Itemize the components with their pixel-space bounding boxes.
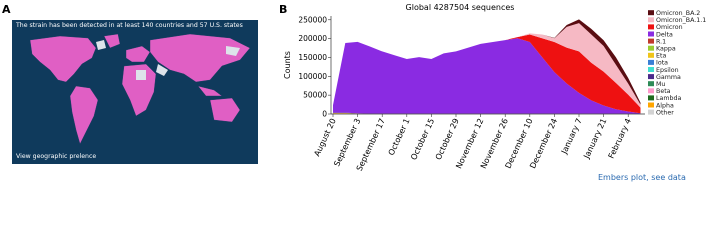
legend-label: Mu	[656, 81, 665, 88]
legend-swatch	[648, 52, 654, 58]
legend-label: Alpha	[656, 102, 674, 109]
legend-swatch	[648, 74, 654, 80]
legend-label: Other	[656, 109, 674, 116]
y-tick-label: 50000	[303, 91, 327, 100]
legend-label: Omicron	[656, 24, 683, 31]
map-no-data	[96, 40, 240, 80]
panel-label: B	[279, 3, 287, 16]
map-caption: The strain has been detected in at least…	[15, 22, 243, 29]
area	[333, 23, 641, 108]
y-tick-label: 200000	[298, 34, 327, 43]
legend-swatch	[648, 31, 654, 37]
area	[333, 38, 641, 114]
legend-swatch	[648, 88, 654, 94]
map-land	[29, 33, 251, 145]
legend-swatch	[648, 81, 654, 87]
x-tick-label: October 29	[434, 117, 461, 161]
y-axis-title: Counts	[283, 51, 292, 79]
x-tick-label: January 7	[559, 117, 584, 156]
legend-label: Eta	[656, 53, 666, 60]
legend-label: Beta	[656, 88, 671, 95]
x-tick-label: October 15	[409, 117, 436, 161]
panel-label: A	[2, 3, 11, 16]
legend-swatch	[648, 67, 654, 72]
y-tick-label: 100000	[298, 72, 327, 81]
legend-swatch	[648, 109, 654, 115]
legend-swatch	[648, 102, 654, 108]
legend-label: Gamma	[656, 74, 681, 81]
embers-link[interactable]: Embers plot, see data	[598, 173, 686, 182]
legend-swatch	[648, 24, 654, 30]
x-tick-label: August 20	[312, 117, 337, 158]
figure: A The strain has been detected in at lea…	[2, 3, 706, 182]
legend-label: R.1	[656, 38, 666, 45]
x-tick-label: October 1	[387, 117, 412, 157]
legend-swatch	[648, 17, 654, 23]
chart-title: Global 4287504 sequences	[406, 3, 515, 12]
legend-label: Epsilon	[656, 67, 679, 74]
legend-label: Iota	[656, 60, 668, 67]
legend-swatch	[648, 38, 654, 44]
map-link[interactable]: View geographic prelence	[16, 153, 96, 160]
area	[333, 34, 641, 114]
y-tick-label: 150000	[298, 53, 327, 62]
y-tick-label: 250000	[298, 15, 327, 24]
legend-label: Kappa	[656, 46, 676, 53]
legend-swatch	[648, 95, 654, 101]
legend-swatch	[648, 45, 654, 51]
map-panel: The strain has been detected in at least…	[12, 20, 258, 164]
x-tick-label: December 24	[528, 117, 559, 170]
y-tick-label: 0	[322, 110, 327, 119]
legend-swatch	[648, 10, 654, 16]
x-tick-label: January 21	[582, 117, 609, 161]
legend-label: Lambda	[656, 95, 681, 102]
x-tick-label: February 4	[607, 117, 633, 160]
legend-label: Omicron_BA.1.1	[656, 17, 706, 24]
legend-swatch	[648, 59, 654, 65]
legend-label: Delta	[656, 31, 673, 38]
legend-label: Omicron_BA.2	[656, 10, 700, 17]
